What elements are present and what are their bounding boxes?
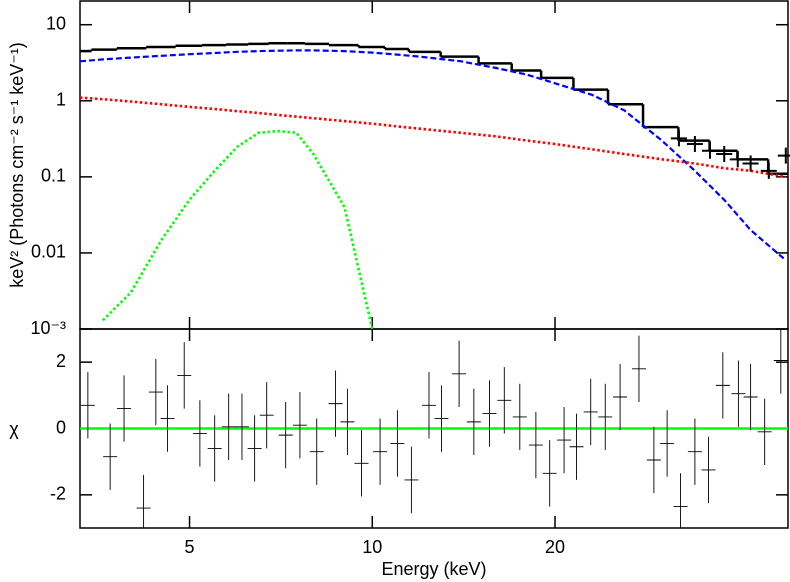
y-tick-label: -2 xyxy=(50,484,66,504)
residual xyxy=(234,393,249,461)
x-axis-label: Energy (keV) xyxy=(381,559,486,579)
data-point xyxy=(670,130,687,147)
residual xyxy=(528,411,543,479)
residual xyxy=(373,418,388,485)
residual xyxy=(542,440,557,507)
residual xyxy=(221,393,236,461)
residual xyxy=(466,388,481,456)
y-tick-label: 1 xyxy=(56,90,66,110)
data-point xyxy=(777,147,790,164)
data-point xyxy=(716,145,733,162)
residual xyxy=(117,375,132,442)
x-tick-label: 10 xyxy=(362,537,382,557)
model-component xyxy=(101,129,374,330)
residual xyxy=(136,474,151,528)
residual xyxy=(598,383,613,451)
residual xyxy=(354,430,369,497)
residual xyxy=(773,329,788,394)
data-point xyxy=(729,151,746,168)
residual xyxy=(103,423,118,490)
residual xyxy=(292,392,307,459)
residual xyxy=(660,410,675,477)
model-component xyxy=(79,96,787,179)
data-point xyxy=(760,162,777,179)
residual xyxy=(557,406,572,474)
residual xyxy=(452,340,467,407)
residual xyxy=(731,360,746,427)
residual xyxy=(583,378,598,446)
residual xyxy=(631,335,646,402)
data-point xyxy=(686,136,703,153)
residual xyxy=(177,342,192,409)
residual xyxy=(482,380,497,447)
top-frame xyxy=(79,0,789,330)
residual xyxy=(715,352,730,419)
data-point xyxy=(742,155,759,172)
y-axis-label: χ xyxy=(9,419,19,439)
residual xyxy=(743,363,758,431)
residual xyxy=(404,446,419,514)
y-tick-label: 2 xyxy=(56,351,66,371)
data-point xyxy=(701,142,718,159)
residual xyxy=(80,372,95,439)
residual xyxy=(434,385,449,452)
residual xyxy=(340,388,355,456)
y-tick-label: 10 xyxy=(46,13,66,33)
residual xyxy=(512,383,527,451)
residual xyxy=(613,363,628,431)
model-component xyxy=(79,49,787,262)
y-tick-label: 0 xyxy=(56,417,66,437)
residual xyxy=(569,413,584,480)
residual xyxy=(701,436,716,504)
residual xyxy=(757,398,772,465)
residual xyxy=(497,367,512,434)
residual xyxy=(148,358,163,426)
residual xyxy=(278,401,293,469)
x-tick-label: 20 xyxy=(545,537,565,557)
residual xyxy=(309,418,324,485)
residual xyxy=(192,400,207,467)
x-tick-label: 5 xyxy=(185,537,195,557)
residual xyxy=(687,418,702,485)
residual xyxy=(328,370,343,437)
residual xyxy=(259,382,274,449)
y-tick-label: 0.1 xyxy=(41,166,66,186)
residual xyxy=(673,473,688,528)
residual xyxy=(207,415,222,482)
y-tick-label: 10⁻³ xyxy=(30,318,66,338)
residual xyxy=(421,372,436,439)
y-tick-label: 0.01 xyxy=(31,242,66,262)
residual xyxy=(247,415,262,482)
residual xyxy=(646,426,661,494)
residual xyxy=(160,385,175,452)
residual xyxy=(390,410,405,477)
y-axis-label: keV² (Photons cm⁻² s⁻¹ keV⁻¹) xyxy=(7,42,27,288)
